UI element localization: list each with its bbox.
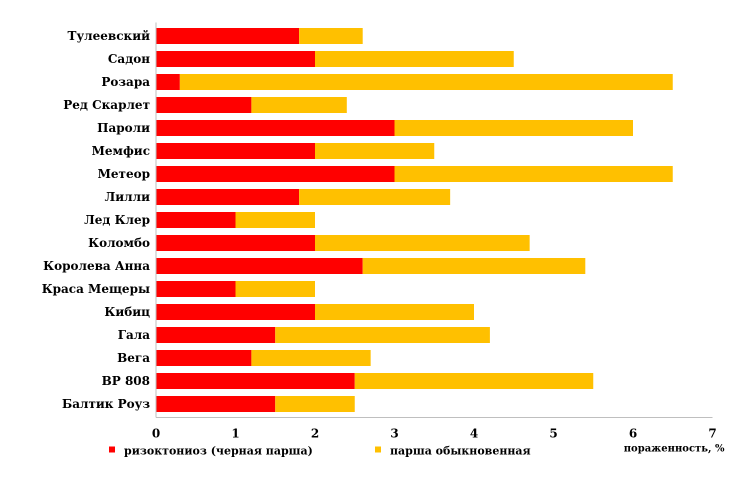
bar-segment-common-scab bbox=[299, 189, 451, 205]
category-label: Вега bbox=[117, 351, 150, 365]
bar-segment-common-scab bbox=[394, 166, 673, 182]
x-tick-labels: 0 1 2 3 4 5 6 7 bbox=[152, 427, 717, 441]
x-tick-label: 7 bbox=[708, 427, 716, 441]
bar-segment-common-scab bbox=[315, 235, 530, 251]
bar-segment-rhizoctonia bbox=[156, 373, 355, 389]
bar-segment-rhizoctonia bbox=[156, 235, 315, 251]
bar-segment-rhizoctonia bbox=[156, 304, 315, 320]
x-tick-label: 6 bbox=[629, 427, 637, 441]
bar-segment-rhizoctonia bbox=[156, 120, 395, 136]
category-label: Коломбо bbox=[88, 236, 150, 250]
legend: ризоктониоз (черная парша) парша обыкнов… bbox=[109, 445, 531, 458]
category-label: Лилли bbox=[105, 190, 150, 204]
bar-segment-rhizoctonia bbox=[156, 212, 236, 228]
bar-segment-common-scab bbox=[235, 281, 315, 297]
bar-segment-rhizoctonia bbox=[156, 281, 236, 297]
bar-segment-common-scab bbox=[251, 97, 347, 113]
bar-segment-common-scab bbox=[315, 304, 474, 320]
bar-segment-rhizoctonia bbox=[156, 327, 276, 343]
bar-segment-common-scab bbox=[235, 212, 315, 228]
bar-segment-rhizoctonia bbox=[156, 166, 395, 182]
x-tick-label: 2 bbox=[311, 427, 319, 441]
category-label: ВР 808 bbox=[102, 374, 150, 388]
bar-segment-rhizoctonia bbox=[156, 396, 276, 412]
bar-segment-rhizoctonia bbox=[156, 51, 315, 67]
bar-segment-rhizoctonia bbox=[156, 143, 315, 159]
category-labels: Тулеевский Садон Розара Ред Скарлет Пароли Ме… bbox=[42, 29, 151, 411]
x-axis-title: пораженность, % bbox=[624, 444, 725, 455]
legend-swatch-common-scab bbox=[375, 446, 381, 453]
x-tick-label: 3 bbox=[390, 427, 398, 441]
bar-segment-common-scab bbox=[275, 396, 355, 412]
category-label: Мемфис bbox=[92, 144, 150, 158]
bar-segment-rhizoctonia bbox=[156, 97, 252, 113]
bar-segment-common-scab bbox=[354, 373, 594, 389]
bar-segment-common-scab bbox=[315, 143, 435, 159]
category-label: Метеор bbox=[98, 167, 150, 181]
category-label: Тулеевский bbox=[68, 29, 151, 43]
legend-swatch-rhizoctonia bbox=[109, 446, 115, 453]
bar-segment-rhizoctonia bbox=[156, 258, 363, 274]
bar-segment-common-scab bbox=[299, 28, 363, 44]
bar-segment-rhizoctonia bbox=[156, 350, 252, 366]
category-label: Розара bbox=[101, 75, 150, 89]
bar-segment-common-scab bbox=[394, 120, 633, 136]
category-label: Пароли bbox=[97, 121, 150, 135]
x-tick-label: 0 bbox=[152, 427, 160, 441]
category-label: Лед Клер bbox=[84, 213, 150, 227]
bars bbox=[155, 22, 673, 418]
category-label: Кибиц bbox=[104, 305, 150, 319]
bar-segment-rhizoctonia bbox=[156, 74, 180, 90]
category-label: Краса Мещеры bbox=[42, 282, 150, 296]
bar-segment-rhizoctonia bbox=[156, 28, 300, 44]
legend-label-rhizoctonia: ризоктониоз (черная парша) bbox=[124, 445, 313, 458]
category-label: Гала bbox=[118, 328, 151, 342]
bar-segment-common-scab bbox=[251, 350, 371, 366]
x-tick-label: 1 bbox=[231, 427, 239, 441]
x-tick-label: 4 bbox=[470, 427, 478, 441]
category-label: Ред Скарлет bbox=[63, 98, 150, 112]
bar-segment-common-scab bbox=[315, 51, 514, 67]
legend-label-common-scab: парша обыкновенная bbox=[390, 445, 531, 458]
bar-segment-common-scab bbox=[362, 258, 586, 274]
bar-segment-common-scab bbox=[275, 327, 490, 343]
bar-segment-common-scab bbox=[179, 74, 673, 90]
category-label: Садон bbox=[108, 52, 150, 66]
x-tick-label: 5 bbox=[549, 427, 557, 441]
bar-segment-rhizoctonia bbox=[156, 189, 300, 205]
category-label: Балтик Роуз bbox=[62, 397, 150, 411]
category-label: Королева Анна bbox=[43, 259, 150, 273]
